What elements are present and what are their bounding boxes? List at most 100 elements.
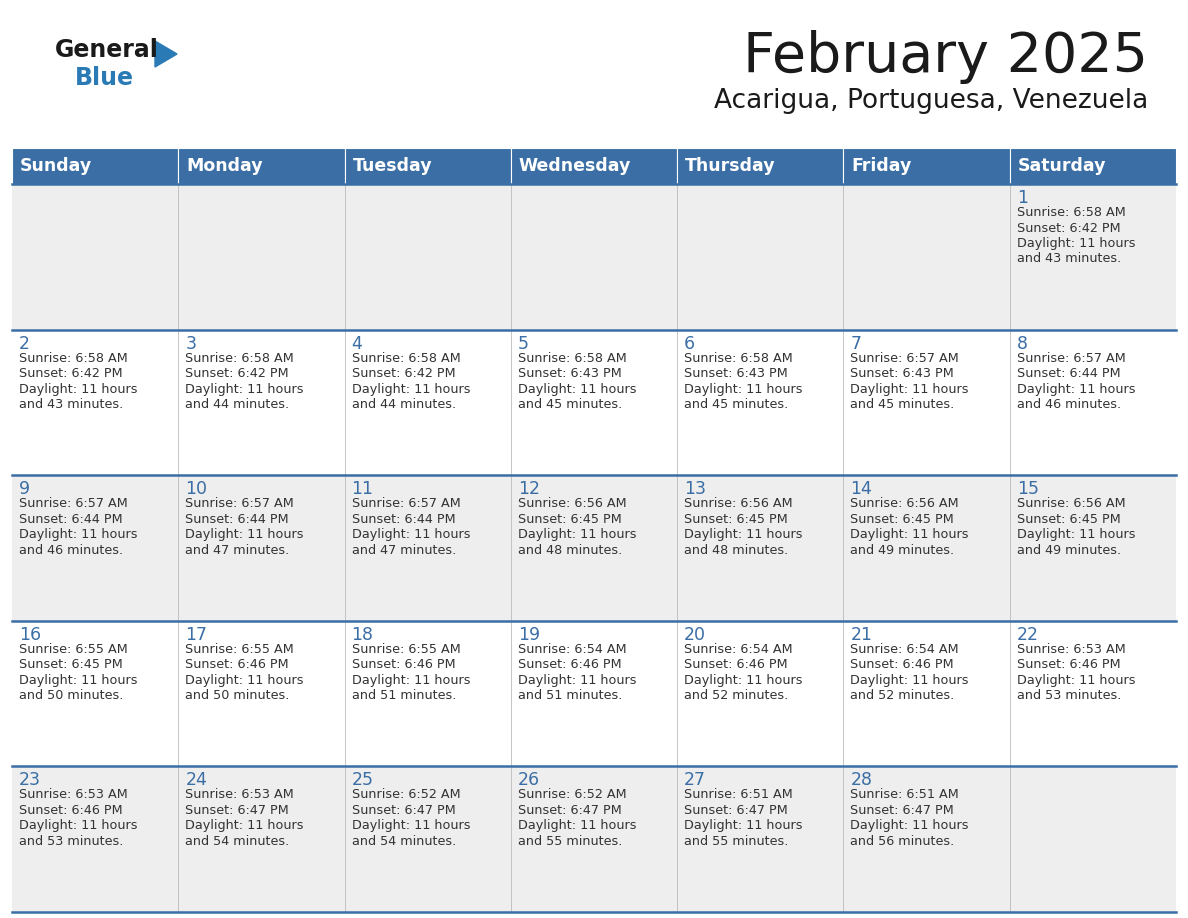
Text: 2: 2	[19, 334, 30, 353]
Text: Sunrise: 6:54 AM: Sunrise: 6:54 AM	[851, 643, 959, 655]
Bar	[178, 476, 345, 621]
Bar	[677, 621, 843, 767]
Text: Daylight: 11 hours: Daylight: 11 hours	[851, 674, 969, 687]
Text: Daylight: 11 hours: Daylight: 11 hours	[185, 674, 304, 687]
Bar	[677, 148, 843, 184]
Text: and 44 minutes.: and 44 minutes.	[185, 398, 290, 411]
Text: Daylight: 11 hours: Daylight: 11 hours	[684, 674, 803, 687]
Text: 28: 28	[851, 771, 872, 789]
Text: 13: 13	[684, 480, 706, 498]
Text: Sunset: 6:44 PM: Sunset: 6:44 PM	[185, 512, 289, 526]
Text: Daylight: 11 hours: Daylight: 11 hours	[518, 674, 637, 687]
Text: 17: 17	[185, 626, 207, 644]
Text: 11: 11	[352, 480, 373, 498]
Text: and 56 minutes.: and 56 minutes.	[851, 834, 955, 848]
Text: Sunset: 6:42 PM: Sunset: 6:42 PM	[1017, 221, 1120, 234]
Text: Sunset: 6:42 PM: Sunset: 6:42 PM	[352, 367, 455, 380]
Text: Sunrise: 6:51 AM: Sunrise: 6:51 AM	[851, 789, 959, 801]
Text: Sunrise: 6:53 AM: Sunrise: 6:53 AM	[185, 789, 295, 801]
Text: and 49 minutes.: and 49 minutes.	[851, 543, 954, 556]
Bar	[345, 767, 511, 912]
Text: and 50 minutes.: and 50 minutes.	[19, 689, 124, 702]
Text: Daylight: 11 hours: Daylight: 11 hours	[352, 674, 470, 687]
Text: Sunset: 6:46 PM: Sunset: 6:46 PM	[851, 658, 954, 671]
Text: Sunset: 6:44 PM: Sunset: 6:44 PM	[19, 512, 122, 526]
Text: Sunrise: 6:58 AM: Sunrise: 6:58 AM	[185, 352, 295, 364]
Text: Sunset: 6:46 PM: Sunset: 6:46 PM	[684, 658, 788, 671]
Bar	[178, 184, 345, 330]
Text: Sunset: 6:46 PM: Sunset: 6:46 PM	[352, 658, 455, 671]
Bar	[843, 184, 1010, 330]
Text: 14: 14	[851, 480, 872, 498]
Text: Daylight: 11 hours: Daylight: 11 hours	[1017, 528, 1136, 542]
Bar	[345, 148, 511, 184]
Text: Blue: Blue	[75, 66, 134, 90]
Text: Sunset: 6:44 PM: Sunset: 6:44 PM	[1017, 367, 1120, 380]
Text: Daylight: 11 hours: Daylight: 11 hours	[1017, 237, 1136, 250]
Text: Daylight: 11 hours: Daylight: 11 hours	[352, 383, 470, 396]
Text: 9: 9	[19, 480, 30, 498]
Text: Daylight: 11 hours: Daylight: 11 hours	[1017, 674, 1136, 687]
Text: and 45 minutes.: and 45 minutes.	[851, 398, 955, 411]
Text: Sunrise: 6:57 AM: Sunrise: 6:57 AM	[185, 498, 295, 510]
Bar	[843, 330, 1010, 476]
Text: Sunrise: 6:57 AM: Sunrise: 6:57 AM	[352, 498, 460, 510]
Text: Daylight: 11 hours: Daylight: 11 hours	[851, 528, 969, 542]
Text: Daylight: 11 hours: Daylight: 11 hours	[684, 820, 803, 833]
Text: Daylight: 11 hours: Daylight: 11 hours	[19, 820, 138, 833]
Bar	[1010, 767, 1176, 912]
Text: Sunrise: 6:57 AM: Sunrise: 6:57 AM	[1017, 352, 1125, 364]
Text: Daylight: 11 hours: Daylight: 11 hours	[851, 383, 969, 396]
Text: and 55 minutes.: and 55 minutes.	[518, 834, 623, 848]
Text: Daylight: 11 hours: Daylight: 11 hours	[518, 820, 637, 833]
Text: and 54 minutes.: and 54 minutes.	[352, 834, 456, 848]
Text: Sunrise: 6:53 AM: Sunrise: 6:53 AM	[19, 789, 128, 801]
Text: Sunrise: 6:58 AM: Sunrise: 6:58 AM	[684, 352, 792, 364]
Text: Daylight: 11 hours: Daylight: 11 hours	[518, 528, 637, 542]
Text: 19: 19	[518, 626, 541, 644]
Text: Sunrise: 6:54 AM: Sunrise: 6:54 AM	[684, 643, 792, 655]
Bar	[12, 621, 178, 767]
Text: Sunset: 6:45 PM: Sunset: 6:45 PM	[518, 512, 621, 526]
Text: Sunset: 6:45 PM: Sunset: 6:45 PM	[1017, 512, 1120, 526]
Bar	[511, 621, 677, 767]
Text: Sunrise: 6:53 AM: Sunrise: 6:53 AM	[1017, 643, 1125, 655]
Text: and 44 minutes.: and 44 minutes.	[352, 398, 456, 411]
Text: Wednesday: Wednesday	[519, 157, 631, 175]
Text: General: General	[55, 38, 159, 62]
Bar	[1010, 184, 1176, 330]
Bar	[843, 148, 1010, 184]
Bar	[178, 330, 345, 476]
Text: Sunset: 6:43 PM: Sunset: 6:43 PM	[851, 367, 954, 380]
Bar	[12, 767, 178, 912]
Bar	[345, 330, 511, 476]
Text: 21: 21	[851, 626, 872, 644]
Bar	[12, 184, 178, 330]
Bar	[1010, 148, 1176, 184]
Text: Sunrise: 6:51 AM: Sunrise: 6:51 AM	[684, 789, 792, 801]
Bar	[12, 148, 178, 184]
Text: Sunset: 6:47 PM: Sunset: 6:47 PM	[185, 804, 289, 817]
Bar	[178, 767, 345, 912]
Text: and 52 minutes.: and 52 minutes.	[851, 689, 955, 702]
Text: Sunset: 6:42 PM: Sunset: 6:42 PM	[19, 367, 122, 380]
Text: Sunrise: 6:56 AM: Sunrise: 6:56 AM	[1017, 498, 1125, 510]
Text: Monday: Monday	[187, 157, 263, 175]
Text: Sunday: Sunday	[20, 157, 93, 175]
Text: 8: 8	[1017, 334, 1028, 353]
Text: 26: 26	[518, 771, 541, 789]
Bar	[843, 767, 1010, 912]
Text: and 47 minutes.: and 47 minutes.	[185, 543, 290, 556]
Text: Daylight: 11 hours: Daylight: 11 hours	[518, 383, 637, 396]
Text: Sunset: 6:42 PM: Sunset: 6:42 PM	[185, 367, 289, 380]
Bar	[1010, 621, 1176, 767]
Text: Sunrise: 6:58 AM: Sunrise: 6:58 AM	[19, 352, 128, 364]
Text: 18: 18	[352, 626, 373, 644]
Text: 3: 3	[185, 334, 196, 353]
Text: 5: 5	[518, 334, 529, 353]
Text: Acarigua, Portuguesa, Venezuela: Acarigua, Portuguesa, Venezuela	[714, 88, 1148, 114]
Text: Sunrise: 6:55 AM: Sunrise: 6:55 AM	[352, 643, 460, 655]
Text: Thursday: Thursday	[685, 157, 776, 175]
Text: 10: 10	[185, 480, 207, 498]
Text: and 53 minutes.: and 53 minutes.	[19, 834, 124, 848]
